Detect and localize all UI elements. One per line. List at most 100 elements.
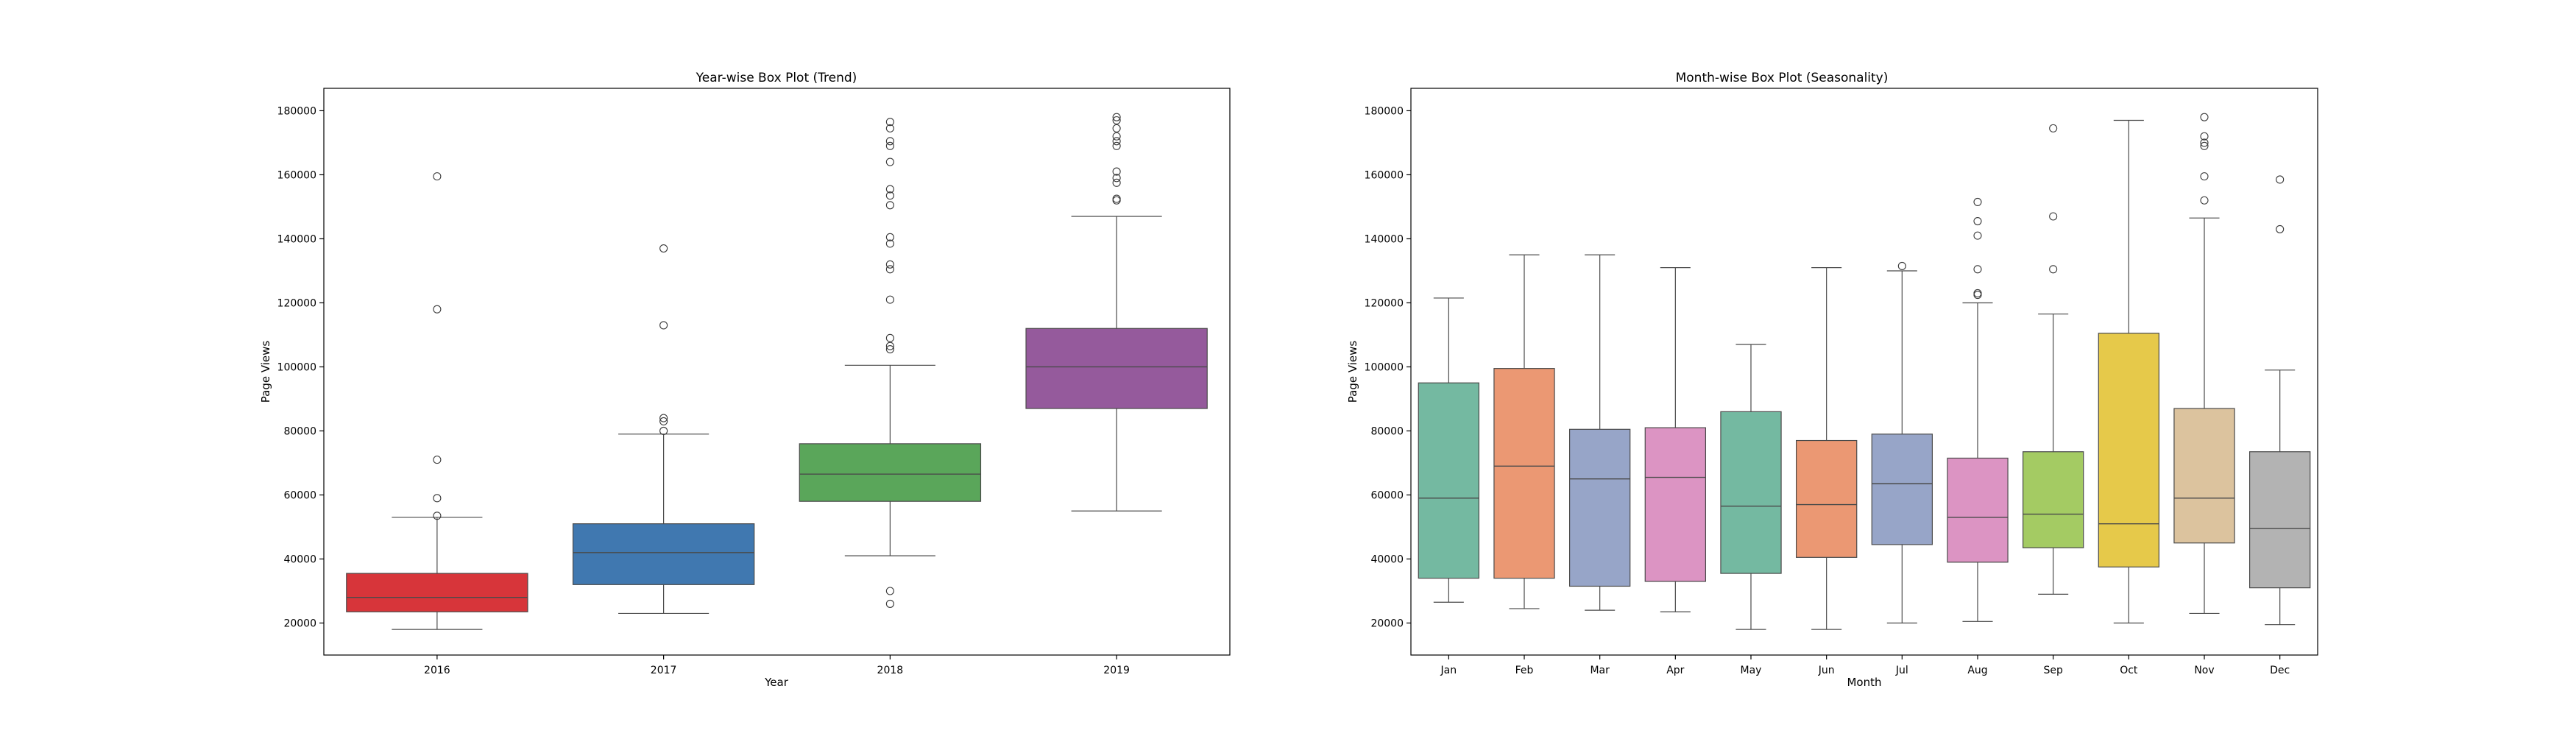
box-iqr: [2249, 451, 2311, 589]
outlier-point: [885, 599, 894, 608]
y-tick-label: 40000: [283, 553, 316, 565]
box-2017: [572, 244, 755, 615]
y-tick-label: 80000: [283, 425, 316, 437]
x-tick-label: Nov: [2194, 665, 2214, 676]
box-iqr: [1947, 457, 2009, 563]
outlier-point: [1112, 116, 1121, 125]
outlier-point: [885, 118, 894, 127]
box-nov: [2173, 113, 2235, 615]
outlier-point: [433, 512, 442, 520]
x-axis-ticks: Jan Feb Mar Apr May Jun Jul Aug Sep Oct Nov Dec: [1440, 655, 2290, 676]
outlier-point: [1112, 137, 1121, 146]
outlier-point: [885, 295, 894, 304]
outlier-point: [1112, 174, 1121, 183]
x-tick-label: Jul: [1895, 665, 1908, 676]
y-tick-label: 20000: [1370, 618, 1404, 629]
box-iqr: [1025, 328, 1208, 409]
box-iqr: [346, 573, 528, 612]
outlier-point: [433, 305, 442, 314]
box-iqr: [1569, 428, 1631, 587]
x-tick-label: Aug: [1967, 665, 1987, 676]
box-iqr: [1493, 368, 1555, 579]
outlier-point: [885, 191, 894, 200]
outlier-point: [1897, 261, 1906, 270]
month-wise-box-plot: Month-wise Box Plot (Seasonality) Month …: [1346, 71, 2318, 689]
x-tick-label: Jun: [1818, 665, 1835, 676]
outlier-point: [2049, 265, 2058, 274]
x-tick-label: Sep: [2043, 665, 2063, 676]
y-tick-label: 100000: [277, 361, 316, 373]
boxes: [346, 113, 1208, 630]
outlier-point: [885, 185, 894, 194]
y-tick-label: 60000: [1370, 489, 1404, 501]
x-tick-label: Mar: [1590, 665, 1610, 676]
chart-title: Year-wise Box Plot (Trend): [696, 71, 857, 85]
x-tick-label: 2017: [651, 665, 677, 676]
y-axis-ticks: 20000 40000 60000 80000 100000 120000 140000 16…: [1365, 105, 1411, 629]
box-iqr: [2098, 333, 2159, 567]
outlier-point: [433, 456, 442, 464]
outlier-point: [1112, 167, 1121, 176]
outlier-point: [1973, 231, 1982, 240]
box-apr: [1644, 267, 1706, 612]
box-mar: [1569, 254, 1631, 611]
y-tick-label: 180000: [1365, 105, 1404, 117]
y-tick-label: 80000: [1370, 425, 1404, 437]
box-iqr: [799, 443, 982, 502]
x-tick-label: Dec: [2270, 665, 2290, 676]
box-jun: [1796, 267, 1858, 630]
outlier-point: [885, 233, 894, 241]
outlier-point: [885, 141, 894, 150]
outlier-point: [2276, 224, 2285, 233]
outlier-point: [885, 344, 894, 354]
box-dec: [2249, 175, 2311, 626]
y-tick-label: 180000: [277, 105, 316, 117]
x-tick-label: 2016: [424, 665, 450, 676]
y-tick-label: 120000: [277, 297, 316, 309]
box-2018: [799, 118, 982, 608]
boxes: [1418, 113, 2311, 630]
y-axis-label: Page Views: [1346, 341, 1359, 403]
box-iqr: [1871, 434, 1933, 545]
outlier-point: [1973, 197, 1982, 206]
outlier-point: [1973, 265, 1982, 274]
outlier-point: [433, 494, 442, 503]
box-iqr: [2023, 451, 2084, 548]
x-tick-label: 2019: [1103, 665, 1130, 676]
y-tick-label: 20000: [283, 618, 316, 629]
outlier-point: [2200, 132, 2209, 141]
x-tick-label: Jan: [1440, 665, 1457, 676]
outlier-point: [1112, 124, 1121, 132]
outlier-point: [885, 137, 894, 146]
box-2019: [1025, 113, 1208, 512]
outlier-point: [885, 239, 894, 248]
x-tick-label: Oct: [2120, 665, 2138, 676]
outlier-point: [1973, 216, 1982, 226]
box-jan: [1418, 297, 1480, 603]
box-jul: [1871, 261, 1933, 624]
x-tick-label: Feb: [1515, 665, 1534, 676]
outlier-point: [1112, 113, 1121, 121]
plot-area-frame: [323, 88, 1231, 656]
outlier-point: [659, 244, 668, 253]
y-tick-label: 160000: [277, 169, 316, 181]
x-tick-label: Apr: [1666, 665, 1684, 676]
outlier-point: [2200, 141, 2209, 150]
outlier-point: [2200, 138, 2209, 147]
outlier-point: [2200, 196, 2209, 205]
box-aug: [1947, 197, 2009, 622]
box-may: [1720, 344, 1782, 630]
box-iqr: [572, 523, 755, 585]
y-tick-label: 140000: [277, 233, 316, 245]
outlier-point: [1112, 141, 1121, 150]
y-tick-label: 100000: [1365, 361, 1404, 373]
outlier-point: [1112, 132, 1121, 141]
outlier-point: [885, 260, 894, 269]
outlier-point: [2049, 124, 2058, 132]
x-tick-label: May: [1741, 665, 1762, 676]
y-tick-label: 40000: [1370, 553, 1404, 565]
outlier-point: [885, 158, 894, 166]
outlier-point: [659, 426, 668, 436]
y-tick-label: 60000: [283, 489, 316, 501]
